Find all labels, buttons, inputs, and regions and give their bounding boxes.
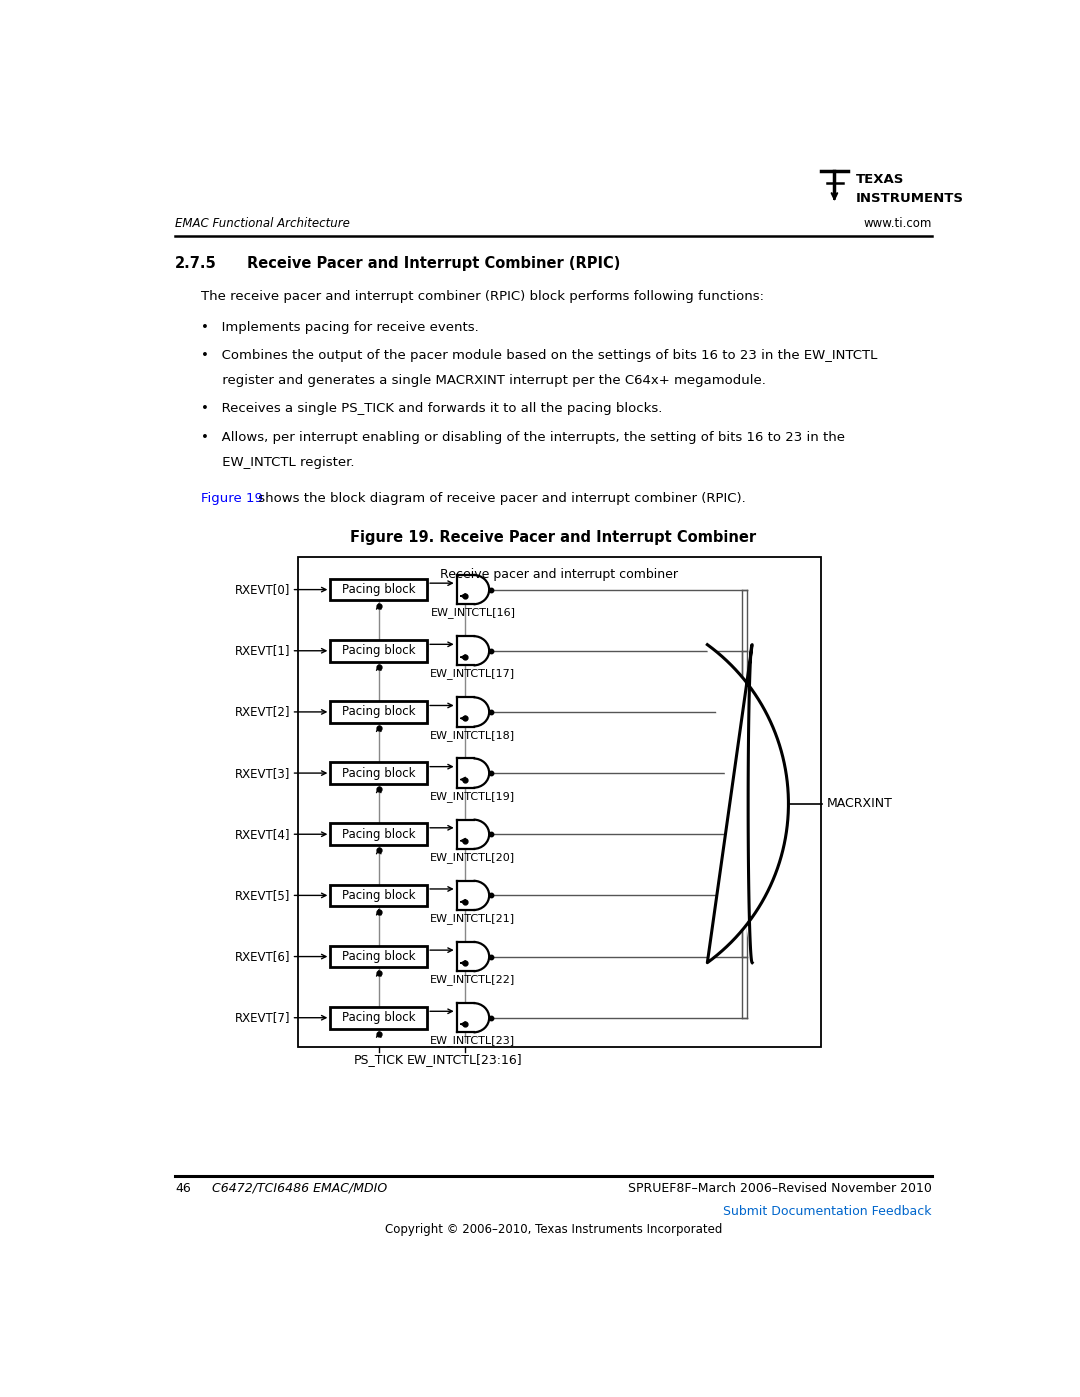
Text: 2.7.5: 2.7.5	[175, 256, 217, 271]
Bar	[330, 578, 428, 601]
Bar	[330, 884, 428, 907]
Text: Pacing block: Pacing block	[342, 888, 416, 902]
Polygon shape	[457, 576, 489, 605]
Text: EW_INTCTL[16]: EW_INTCTL[16]	[431, 608, 515, 619]
Text: Pacing block: Pacing block	[342, 583, 416, 597]
Text: EW_INTCTL[19]: EW_INTCTL[19]	[430, 791, 515, 802]
Bar	[330, 946, 428, 967]
Polygon shape	[457, 636, 489, 665]
Text: INSTRUMENTS: INSTRUMENTS	[855, 193, 963, 205]
Text: Submit Documentation Feedback: Submit Documentation Feedback	[724, 1204, 932, 1218]
Text: RXEVT[4]: RXEVT[4]	[234, 828, 291, 841]
Polygon shape	[457, 880, 489, 909]
Text: RXEVT[5]: RXEVT[5]	[234, 888, 291, 902]
Text: Receive Pacer and Interrupt Combiner (RPIC): Receive Pacer and Interrupt Combiner (RP…	[247, 256, 621, 271]
Text: Pacing block: Pacing block	[342, 1011, 416, 1024]
Text: EW_INTCTL[23:16]: EW_INTCTL[23:16]	[407, 1053, 523, 1066]
Bar	[330, 1007, 428, 1028]
Text: PS_TICK: PS_TICK	[354, 1053, 404, 1066]
Text: EW_INTCTL[20]: EW_INTCTL[20]	[430, 852, 515, 863]
Text: Figure 19. Receive Pacer and Interrupt Combiner: Figure 19. Receive Pacer and Interrupt C…	[350, 531, 757, 545]
Text: 46: 46	[175, 1182, 191, 1194]
Text: RXEVT[7]: RXEVT[7]	[234, 1011, 291, 1024]
Polygon shape	[457, 820, 489, 849]
Text: Pacing block: Pacing block	[342, 705, 416, 718]
Text: Pacing block: Pacing block	[342, 644, 416, 657]
Text: EW_INTCTL[18]: EW_INTCTL[18]	[430, 729, 515, 740]
Text: •   Receives a single PS_TICK and forwards it to all the pacing blocks.: • Receives a single PS_TICK and forwards…	[201, 402, 662, 415]
Text: The receive pacer and interrupt combiner (RPIC) block performs following functio: The receive pacer and interrupt combiner…	[201, 291, 764, 303]
Text: RXEVT[3]: RXEVT[3]	[234, 767, 291, 780]
Polygon shape	[457, 1003, 489, 1032]
Text: Pacing block: Pacing block	[342, 950, 416, 963]
Text: RXEVT[1]: RXEVT[1]	[234, 644, 291, 657]
Bar	[330, 763, 428, 784]
Text: EW_INTCTL[17]: EW_INTCTL[17]	[430, 669, 515, 679]
Text: RXEVT[6]: RXEVT[6]	[234, 950, 291, 963]
Text: RXEVT[2]: RXEVT[2]	[234, 705, 291, 718]
Text: •   Combines the output of the pacer module based on the settings of bits 16 to : • Combines the output of the pacer modul…	[201, 349, 877, 362]
Polygon shape	[707, 644, 788, 963]
Text: EW_INTCTL[21]: EW_INTCTL[21]	[430, 914, 515, 923]
Text: EW_INTCTL[23]: EW_INTCTL[23]	[430, 1035, 515, 1046]
Text: •   Allows, per interrupt enabling or disabling of the interrupts, the setting o: • Allows, per interrupt enabling or disa…	[201, 432, 845, 444]
Polygon shape	[457, 759, 489, 788]
Polygon shape	[457, 942, 489, 971]
Text: •   Implements pacing for receive events.: • Implements pacing for receive events.	[201, 321, 478, 334]
Text: shows the block diagram of receive pacer and interrupt combiner (RPIC).: shows the block diagram of receive pacer…	[254, 492, 745, 504]
Bar	[330, 640, 428, 662]
Polygon shape	[457, 697, 489, 726]
Text: Receive pacer and interrupt combiner: Receive pacer and interrupt combiner	[441, 569, 678, 581]
Bar	[330, 823, 428, 845]
Text: EW_INTCTL register.: EW_INTCTL register.	[201, 455, 354, 468]
Text: Figure 19: Figure 19	[201, 492, 262, 504]
Text: EW_INTCTL[22]: EW_INTCTL[22]	[430, 974, 515, 985]
Text: SPRUEF8F–March 2006–Revised November 2010: SPRUEF8F–March 2006–Revised November 201…	[627, 1182, 932, 1194]
Text: www.ti.com: www.ti.com	[863, 217, 932, 231]
Text: TEXAS: TEXAS	[855, 173, 904, 186]
Text: Pacing block: Pacing block	[342, 828, 416, 841]
Text: Copyright © 2006–2010, Texas Instruments Incorporated: Copyright © 2006–2010, Texas Instruments…	[384, 1224, 723, 1236]
Text: Pacing block: Pacing block	[342, 767, 416, 780]
Text: RXEVT[0]: RXEVT[0]	[234, 583, 291, 597]
Text: register and generates a single MACRXINT interrupt per the C64x+ megamodule.: register and generates a single MACRXINT…	[201, 374, 766, 387]
Bar	[298, 557, 821, 1046]
Bar	[330, 701, 428, 722]
Text: MACRXINT: MACRXINT	[826, 798, 892, 810]
Text: EMAC Functional Architecture: EMAC Functional Architecture	[175, 217, 350, 231]
Text: C6472/TCI6486 EMAC/MDIO: C6472/TCI6486 EMAC/MDIO	[213, 1182, 388, 1194]
